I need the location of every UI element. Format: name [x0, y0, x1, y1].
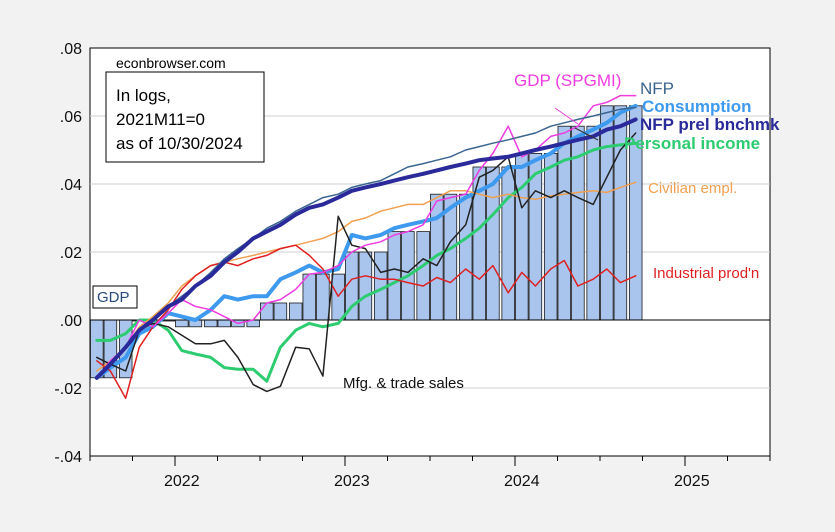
- series-line-mfg-trade-sales: [96, 132, 637, 393]
- y-tick-label: -.04: [54, 449, 82, 466]
- note-line-1: In logs,: [116, 86, 171, 105]
- series-label-nfp: NFP: [640, 79, 674, 98]
- gdp-bar: [273, 302, 288, 321]
- note-line-2: 2021M11=0: [116, 110, 205, 129]
- gdp-bar: [302, 273, 317, 321]
- y-tick-label: .08: [60, 41, 82, 58]
- series-label-mfg-trade-sales: Mfg. & trade sales: [343, 375, 464, 392]
- leader-line-gdp-spgmi: [554, 107, 579, 125]
- series-label-gdp-spgmi: GDP (SPGMI): [514, 71, 621, 90]
- series-line-industrial-prod-n: [96, 244, 637, 399]
- gdp-bar: [586, 125, 600, 321]
- gdp-bar: [217, 319, 232, 328]
- series-label-consumption: Consumption: [642, 97, 752, 116]
- series-label-gdp: GDP: [97, 289, 130, 306]
- gdp-bar: [416, 231, 430, 321]
- note-box-frame: [105, 71, 265, 163]
- note-line-3: as of 10/30/2024: [116, 134, 243, 153]
- gdp-bar: [557, 125, 572, 321]
- x-tick-label: 2022: [164, 473, 200, 490]
- series-label-personal-income: Personal income: [624, 134, 760, 153]
- x-axis-ticks: 2022 2023 2024 2025: [89, 456, 771, 490]
- gdp-bar: [175, 319, 189, 328]
- series-line-gdp-spgmi: [96, 94, 637, 379]
- series-lines: [94, 94, 638, 399]
- y-tick-label: .00: [60, 313, 82, 330]
- y-axis-ticks: -.04 -.02 .00 .02 .04 .06 .08: [54, 41, 82, 466]
- gdp-bar: [600, 105, 614, 321]
- gdp-bar: [90, 319, 104, 379]
- x-tick-label: 2025: [674, 473, 710, 490]
- series-line-civilian-empl: [96, 181, 637, 372]
- y-tick-label: .06: [60, 109, 82, 126]
- gdp-bar: [387, 231, 402, 321]
- gdp-bar: [331, 273, 345, 321]
- gdp-bar: [288, 302, 303, 321]
- y-tick-label: .04: [60, 177, 82, 194]
- leader-line-nfp: [574, 127, 599, 141]
- gdp-bar: [203, 319, 218, 328]
- gdp-bar: [260, 302, 274, 321]
- source-label: econbrowser.com: [116, 55, 226, 71]
- gdp-bar: [486, 166, 500, 321]
- y-tick-label: -.02: [54, 381, 82, 398]
- series-line-personal-income: [95, 141, 638, 383]
- gdp-bar: [358, 251, 373, 321]
- x-tick-label: 2024: [504, 473, 540, 490]
- gdp-bar: [543, 152, 558, 321]
- x-tick-label: 2023: [334, 473, 370, 490]
- y-tick-label: .02: [60, 245, 82, 262]
- gdp-bar: [316, 273, 330, 321]
- series-label-nfp-prel-bnchmk: NFP prel bnchmk: [640, 115, 780, 134]
- gdp-bar: [515, 152, 529, 321]
- series-line-nfp-prel-bnchmk: [94, 117, 638, 380]
- series-line-consumption: [94, 103, 638, 380]
- series-label-civilian-empl: Civilian empl.: [648, 180, 737, 197]
- gdp-label-box: [92, 285, 138, 309]
- gdp-bar: [458, 193, 473, 321]
- series-label-industrial-prod-n: Industrial prod'n: [653, 265, 759, 282]
- note-box: In logs, 2021M11=0 as of 10/30/2024: [105, 71, 265, 163]
- gdp-bars: [90, 105, 643, 379]
- gdp-bar: [501, 166, 515, 321]
